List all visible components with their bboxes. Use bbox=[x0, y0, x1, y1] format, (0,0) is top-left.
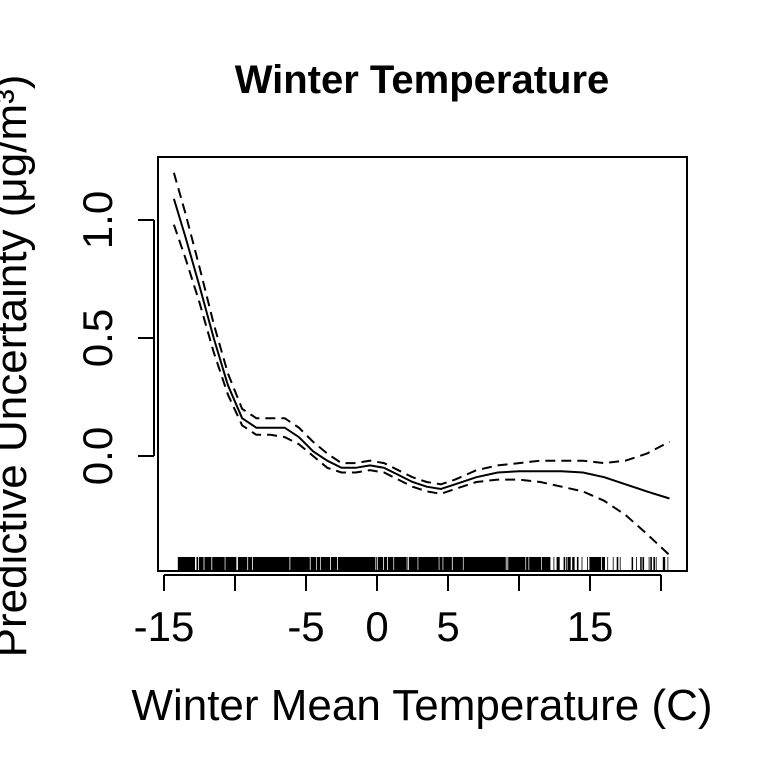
series-line-lower-bound bbox=[172, 224, 671, 556]
x-tick-label: 0 bbox=[365, 603, 388, 650]
y-tick-label: 0.5 bbox=[74, 309, 121, 367]
plot-frame bbox=[157, 156, 688, 572]
series-line-estimate bbox=[172, 198, 670, 500]
x-axis-label: Winter Mean Temperature (C) bbox=[131, 681, 712, 730]
y-tick-label: 0.0 bbox=[74, 427, 121, 485]
x-tick-label: -5 bbox=[287, 603, 324, 650]
x-tick-label: -15 bbox=[134, 603, 195, 650]
rug-ticks bbox=[177, 557, 669, 571]
chart-title: Winter Temperature bbox=[235, 58, 610, 102]
x-tick-label: 15 bbox=[567, 603, 614, 650]
y-axis-label: Predictive Uncertainty (μg/m³) bbox=[0, 75, 36, 658]
x-tick-label: 5 bbox=[436, 603, 459, 650]
series-layer bbox=[172, 172, 671, 556]
series-line-upper-bound bbox=[172, 172, 670, 486]
rug-marks bbox=[177, 557, 669, 571]
y-axis: 0.0 0.5 1.0 bbox=[74, 191, 155, 485]
x-axis: -15 -5 0 5 15 bbox=[134, 574, 662, 650]
y-tick-label: 1.0 bbox=[74, 191, 121, 249]
